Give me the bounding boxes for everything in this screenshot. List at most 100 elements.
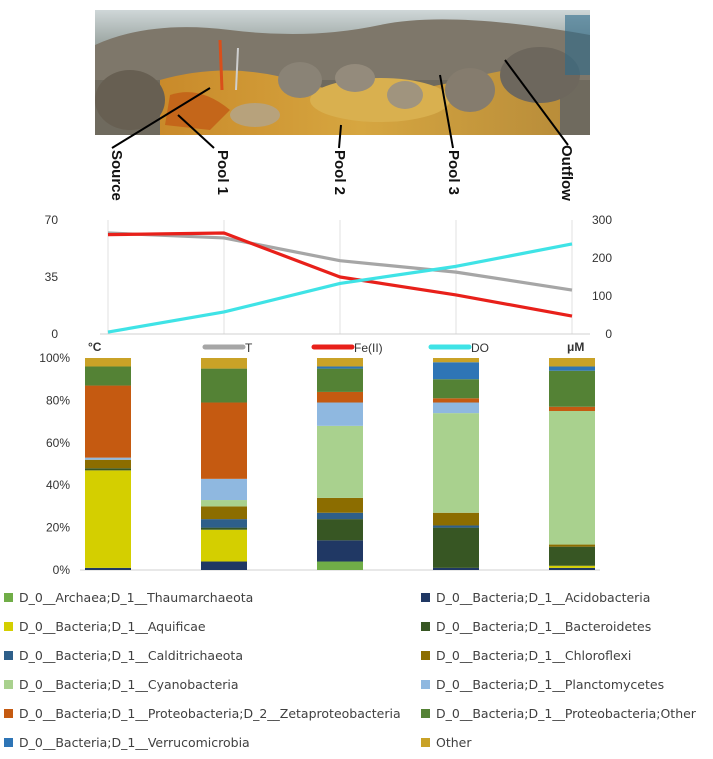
legend-label: Other bbox=[436, 734, 472, 750]
bar-segment bbox=[317, 366, 363, 369]
legend-item: D_0__Bacteria;D_1__Chloroflexi bbox=[421, 645, 631, 665]
right-axis-tick-label: 300 bbox=[592, 213, 612, 227]
left-axis-tick-label: 35 bbox=[45, 270, 59, 284]
bar-segment bbox=[85, 468, 131, 471]
bar-segment bbox=[433, 525, 479, 528]
bar-segment bbox=[549, 567, 595, 570]
bar-axis-tick-label: 20% bbox=[46, 521, 70, 535]
bar-segment bbox=[549, 406, 595, 411]
bar-segment bbox=[317, 540, 363, 562]
legend-swatch bbox=[421, 737, 430, 747]
bar-segment bbox=[549, 544, 595, 547]
bar-legend: D_0__Archaea;D_1__Thaumarchaeota D_0__Bac… bbox=[0, 582, 713, 757]
bar-axis-tick-label: 40% bbox=[46, 478, 70, 492]
series-line-fe-ii- bbox=[107, 231, 573, 318]
bar-segment bbox=[433, 362, 479, 380]
bar-segment bbox=[85, 457, 131, 460]
line-legend-label: Fe(II) bbox=[354, 341, 383, 355]
legend-label: D_0__Bacteria;D_1__Acidobacteria bbox=[436, 589, 651, 605]
legend-swatch bbox=[421, 708, 430, 718]
site-label-pool-1: Pool 1 bbox=[214, 150, 231, 195]
bar-segment bbox=[549, 565, 595, 568]
bar-segment bbox=[201, 506, 247, 520]
legend-item: D_0__Bacteria;D_1__Proteobacteria;D_2__Z… bbox=[4, 703, 401, 723]
legend-swatch bbox=[4, 737, 13, 747]
bar-segment bbox=[433, 527, 479, 568]
right-axis-tick-label: 100 bbox=[592, 289, 612, 303]
legend-item: D_0__Bacteria;D_1__Cyanobacteria bbox=[4, 674, 239, 694]
bar-segment bbox=[549, 366, 595, 371]
bar-segment bbox=[317, 368, 363, 392]
right-axis-unit-label: μM bbox=[567, 340, 584, 354]
bar-segment bbox=[433, 358, 479, 363]
legend-item: D_0__Bacteria;D_1__Verrucomicrobia bbox=[4, 732, 250, 752]
legend-item: Other bbox=[421, 732, 472, 752]
line-legend-label: T bbox=[245, 341, 253, 355]
bar-axis-tick-label: 0% bbox=[53, 563, 71, 577]
bar-segment bbox=[85, 385, 131, 458]
legend-label: D_0__Bacteria;D_1__Planctomycetes bbox=[436, 676, 665, 692]
bar-segment bbox=[317, 358, 363, 367]
legend-swatch bbox=[4, 679, 13, 689]
right-axis-tick-label: 200 bbox=[592, 251, 612, 265]
legend-swatch bbox=[4, 592, 13, 602]
bar-segment bbox=[201, 478, 247, 501]
left-axis-tick-label: 70 bbox=[45, 213, 59, 227]
bar-segment bbox=[85, 366, 131, 386]
bar-segment bbox=[549, 370, 595, 407]
legend-swatch bbox=[421, 679, 430, 689]
bar-segment bbox=[433, 567, 479, 570]
bar-segment bbox=[201, 519, 247, 528]
bar-segment bbox=[549, 411, 595, 545]
line-legend-label: DO bbox=[471, 341, 489, 355]
legend-swatch bbox=[4, 621, 13, 631]
bar-segment bbox=[317, 519, 363, 541]
right-axis-tick-label: 0 bbox=[605, 327, 612, 341]
legend-label: D_0__Bacteria;D_1__Bacteroidetes bbox=[436, 618, 652, 634]
site-label-outflow: Outflow bbox=[558, 145, 575, 201]
bar-segment bbox=[201, 358, 247, 369]
legend-label: D_0__Bacteria;D_1__Verrucomicrobia bbox=[19, 734, 250, 750]
figure-canvas: Source Pool 1 Pool 2 Pool 3 Outflow 0 35 7… bbox=[39, 10, 612, 577]
bar-segment bbox=[317, 561, 363, 570]
bar-segment bbox=[549, 546, 595, 566]
legend-item: D_0__Archaea;D_1__Thaumarchaeota bbox=[4, 587, 253, 607]
legend-item: D_0__Bacteria;D_1__Aquificae bbox=[4, 616, 206, 636]
bar-segment bbox=[201, 561, 247, 570]
legend-item: D_0__Bacteria;D_1__Proteobacteria;Other bbox=[421, 703, 696, 723]
bar-segment bbox=[317, 512, 363, 520]
legend-label: D_0__Bacteria;D_1__Cyanobacteria bbox=[19, 676, 239, 692]
series-line-t bbox=[107, 231, 573, 292]
site-label-pool-3: Pool 3 bbox=[445, 150, 462, 195]
legend-item: D_0__Bacteria;D_1__Acidobacteria bbox=[421, 587, 650, 607]
legend-label: D_0__Archaea;D_1__Thaumarchaeota bbox=[19, 589, 254, 605]
site-label-pool-2: Pool 2 bbox=[331, 150, 348, 195]
bar-segment bbox=[201, 368, 247, 403]
bar-segment bbox=[85, 459, 131, 469]
legend-item: D_0__Bacteria;D_1__Calditrichaeota bbox=[4, 645, 243, 665]
bar-segment bbox=[433, 379, 479, 399]
legend-swatch bbox=[421, 621, 430, 631]
bar-segment bbox=[201, 529, 247, 562]
legend-label: D_0__Bacteria;D_1__Aquificae bbox=[19, 618, 206, 634]
hot-spring-photo bbox=[95, 10, 590, 135]
site-labels: Source Pool 1 Pool 2 Pool 3 Outflow bbox=[108, 145, 575, 201]
legend-label: D_0__Bacteria;D_1__Calditrichaeota bbox=[19, 647, 243, 663]
legend-swatch bbox=[4, 708, 13, 718]
series-line-do bbox=[107, 242, 573, 334]
bar-segment bbox=[433, 402, 479, 414]
bar-axis-tick-label: 80% bbox=[46, 393, 70, 407]
bar-segment bbox=[85, 358, 131, 367]
legend-item: D_0__Bacteria;D_1__Planctomycetes bbox=[421, 674, 664, 694]
legend-label: D_0__Bacteria;D_1__Proteobacteria;D_2__Z… bbox=[19, 705, 401, 721]
legend-swatch bbox=[421, 592, 430, 602]
stacked-bar-chart: 0% 20% 40% 60% 80% 100% bbox=[39, 351, 600, 577]
bar-segment bbox=[201, 402, 247, 479]
bar-axis-tick-label: 100% bbox=[39, 351, 70, 365]
bar-segment bbox=[201, 500, 247, 507]
legend-swatch bbox=[421, 650, 430, 660]
legend-item: D_0__Bacteria;D_1__Bacteroidetes bbox=[421, 616, 651, 636]
site-label-source: Source bbox=[108, 150, 125, 201]
legend-label: D_0__Bacteria;D_1__Proteobacteria;Other bbox=[436, 705, 696, 721]
bar-segment bbox=[85, 470, 131, 568]
